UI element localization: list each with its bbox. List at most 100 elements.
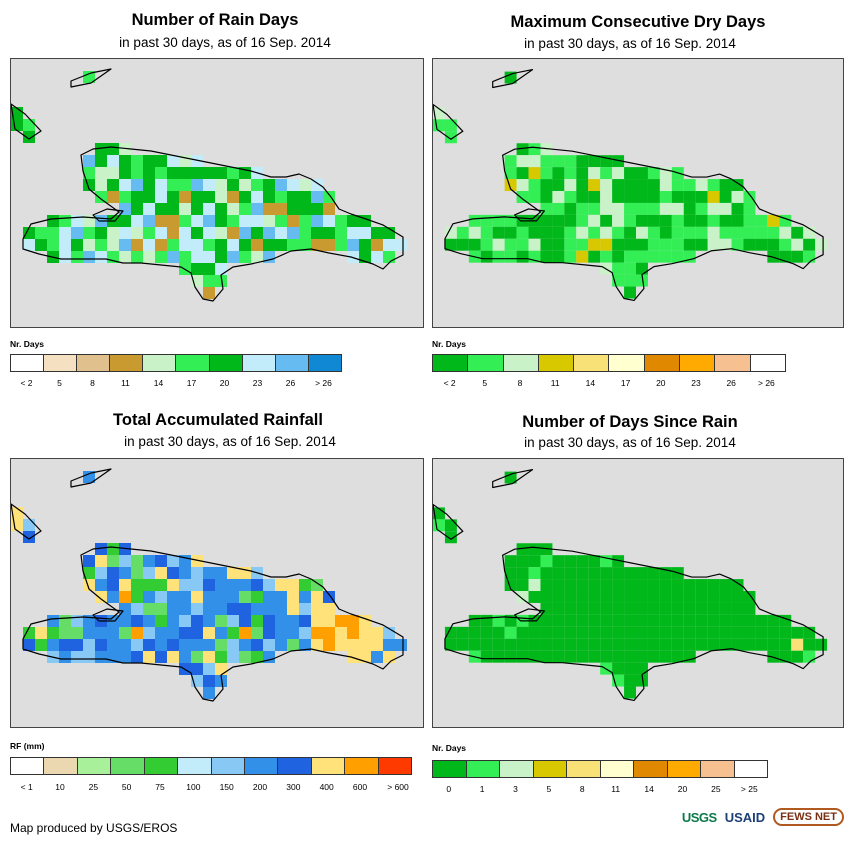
grid-cell	[576, 191, 589, 203]
grid-cell	[107, 567, 119, 579]
legend-swatch	[468, 355, 504, 371]
grid-cell	[528, 250, 541, 263]
grid-cell	[624, 202, 637, 215]
grid-cell	[636, 202, 648, 215]
grid-cell	[647, 238, 660, 251]
grid-cell	[263, 579, 275, 591]
grid-cell	[155, 179, 167, 191]
grid-cell	[191, 227, 203, 239]
grid-cell	[803, 226, 816, 239]
legend-label: 200	[252, 782, 268, 792]
grid-cell	[576, 638, 589, 651]
grid-cell	[119, 227, 131, 239]
panel-2-legend-title: Nr. Days	[432, 339, 467, 349]
grid-cell	[624, 662, 637, 675]
grid-cell	[335, 615, 347, 627]
grid-cell	[371, 651, 383, 663]
grid-cell	[659, 226, 672, 239]
grid-cell	[191, 179, 203, 191]
grid-cell	[35, 627, 47, 639]
legend-label: 26	[726, 378, 736, 388]
grid-cell	[767, 638, 780, 651]
grid-cell	[167, 227, 179, 239]
grid-cell	[299, 603, 311, 615]
grid-cell	[803, 238, 816, 251]
grid-cell	[552, 202, 565, 215]
grid-cell	[311, 639, 323, 651]
grid-cell	[131, 191, 143, 203]
grid-cell	[383, 251, 395, 263]
grid-cell	[731, 226, 744, 239]
grid-cell	[647, 179, 660, 192]
grid-cell	[203, 263, 215, 275]
legend-swatch	[77, 355, 111, 371]
grid-cell	[624, 638, 637, 651]
legend-swatch	[44, 758, 78, 774]
grid-cell	[671, 614, 684, 627]
grid-cell	[287, 627, 299, 639]
grid-cell	[383, 239, 395, 251]
grid-cell	[95, 579, 107, 591]
grid-cell	[624, 226, 637, 239]
grid-cell	[659, 602, 672, 615]
grid-cell	[671, 214, 684, 227]
legend-label: 25	[711, 784, 721, 794]
grid-cell	[600, 579, 613, 592]
grid-cell	[564, 638, 577, 651]
grid-cell	[215, 167, 227, 179]
grid-cell	[540, 555, 553, 568]
grid-cell	[167, 167, 179, 179]
grid-cell	[540, 155, 553, 168]
grid-cell	[311, 591, 323, 603]
coastline	[92, 608, 124, 622]
coastline	[22, 146, 404, 302]
legend-label: 8	[517, 378, 523, 388]
grid-cell	[564, 602, 577, 615]
grid-cell	[371, 639, 383, 651]
grid-cell	[203, 615, 215, 627]
grid-cell	[588, 155, 601, 168]
grid-cell	[576, 614, 589, 627]
legend-swatch	[567, 761, 601, 777]
legend-swatch	[11, 758, 45, 774]
grid-cell	[695, 579, 708, 592]
grid-cell	[695, 214, 708, 227]
grid-cell	[251, 639, 263, 651]
grid-cell	[444, 531, 457, 544]
grid-cell	[335, 627, 347, 639]
grid-cell	[155, 227, 167, 239]
grid-cell	[359, 227, 371, 239]
grid-cell	[311, 615, 323, 627]
grid-cell	[275, 215, 287, 227]
grid-cell	[275, 603, 287, 615]
grid-cell	[215, 251, 227, 263]
grid-cell	[647, 614, 660, 627]
grid-cell	[323, 215, 335, 227]
grid-cell	[155, 603, 167, 615]
grid-cell	[803, 638, 816, 651]
grid-cell	[755, 614, 768, 627]
grid-cell	[552, 167, 565, 180]
grid-cell	[143, 155, 155, 167]
grid-cell	[719, 202, 732, 215]
grid-cell	[347, 651, 359, 663]
grid-cell	[11, 119, 23, 131]
grid-cell	[191, 155, 203, 167]
grid-cell	[456, 238, 469, 251]
grid-cell	[227, 203, 239, 215]
grid-cell	[743, 226, 756, 239]
grid-cell	[215, 579, 227, 591]
grid-cell	[251, 591, 263, 603]
grid-cell	[636, 226, 648, 239]
grid-cell	[588, 638, 601, 651]
grid-cell	[227, 603, 239, 615]
grid-cell	[239, 251, 251, 263]
grid-cell	[83, 579, 95, 591]
grid-cell	[636, 179, 648, 192]
legend-swatch	[311, 758, 346, 774]
grid-cell	[203, 651, 215, 663]
grid-cell	[203, 179, 215, 191]
grid-cell	[299, 615, 311, 627]
grid-cell	[612, 674, 625, 687]
grid-cell	[659, 638, 672, 651]
